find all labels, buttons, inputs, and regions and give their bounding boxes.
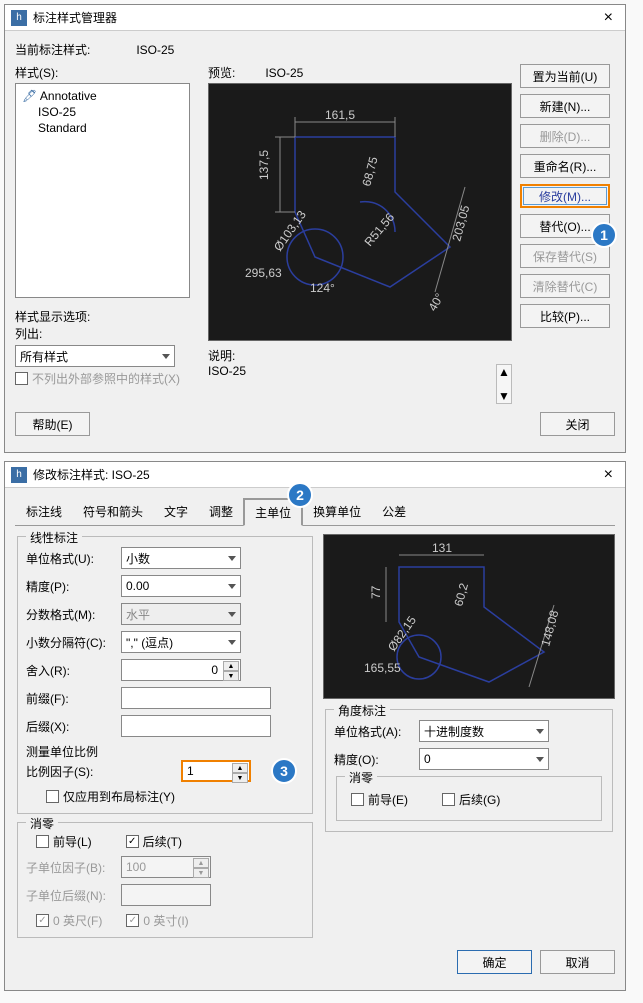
compare-button[interactable]: 比较(P)... bbox=[520, 304, 610, 328]
sub-factor-input[interactable]: 100▲▼ bbox=[121, 856, 211, 878]
list-item[interactable]: ISO-25 bbox=[20, 104, 185, 120]
prefix-label: 前缀(F): bbox=[26, 690, 121, 707]
modify-button[interactable]: 修改(M)... bbox=[520, 184, 610, 208]
svg-text:77: 77 bbox=[369, 585, 383, 599]
xref-checkbox[interactable]: 不列出外部参照中的样式(X) bbox=[15, 370, 196, 387]
scale-factor-input[interactable]: 1▲▼ bbox=[181, 760, 251, 782]
svg-text:148,08: 148,08 bbox=[538, 608, 561, 647]
list-item[interactable]: Standard bbox=[20, 120, 185, 136]
scale-factor-label: 比例因子(S): bbox=[26, 763, 121, 780]
svg-text:161,5: 161,5 bbox=[325, 108, 355, 122]
preview-canvas-2: 131 77 60,2 Ø82,15 148,08 165,55 bbox=[323, 534, 615, 699]
precision-dropdown[interactable]: 0.00 bbox=[121, 575, 241, 597]
styles-label: 样式(S): bbox=[15, 64, 200, 81]
titlebar: h 修改标注样式: ISO-25 × bbox=[5, 462, 625, 488]
callout-3: 3 bbox=[271, 758, 297, 784]
decimal-sep-label: 小数分隔符(C): bbox=[26, 634, 121, 651]
svg-text:295,63: 295,63 bbox=[245, 266, 282, 280]
fraction-dropdown[interactable]: 水平 bbox=[121, 603, 241, 625]
fraction-label: 分数格式(M): bbox=[26, 606, 121, 623]
precision-label: 精度(P): bbox=[26, 578, 121, 595]
linear-group-label: 线性标注 bbox=[26, 529, 82, 546]
angle-format-label: 单位格式(A): bbox=[334, 723, 419, 740]
svg-text:60,2: 60,2 bbox=[451, 581, 471, 607]
svg-text:131: 131 bbox=[432, 541, 452, 555]
angle-format-dropdown[interactable]: 十进制度数 bbox=[419, 720, 549, 742]
sub-factor-label: 子单位因子(B): bbox=[26, 859, 121, 876]
help-button[interactable]: 帮助(E) bbox=[15, 412, 90, 436]
roundoff-input[interactable]: 0▲▼ bbox=[121, 659, 241, 681]
tab-symbols[interactable]: 符号和箭头 bbox=[72, 498, 154, 525]
angle-zero-label: 消零 bbox=[345, 769, 377, 786]
prefix-input[interactable] bbox=[121, 687, 271, 709]
svg-text:137,5: 137,5 bbox=[257, 150, 271, 180]
tab-lines[interactable]: 标注线 bbox=[15, 498, 73, 525]
dialog-title: 标注样式管理器 bbox=[33, 9, 117, 26]
current-style-value: ISO-25 bbox=[136, 43, 174, 57]
leading-checkbox[interactable]: 前导(L) bbox=[36, 833, 92, 850]
suffix-label: 后缀(X): bbox=[26, 718, 121, 735]
close-icon[interactable]: × bbox=[598, 466, 619, 484]
scale-group-label: 测量单位比例 bbox=[26, 743, 304, 760]
close-icon[interactable]: × bbox=[598, 9, 619, 27]
suffix-input[interactable] bbox=[121, 715, 271, 737]
svg-text:124°: 124° bbox=[310, 281, 335, 295]
preview-canvas: 161,5 137,5 68,75 Ø103,13 203,05 R51,56 … bbox=[208, 83, 512, 341]
app-icon: h bbox=[11, 467, 27, 483]
angle-group-label: 角度标注 bbox=[334, 702, 390, 719]
list-filter-dropdown[interactable]: 所有样式 bbox=[15, 345, 175, 367]
angle-precision-dropdown[interactable]: 0 bbox=[419, 748, 549, 770]
rename-button[interactable]: 重命名(R)... bbox=[520, 154, 610, 178]
list-label: 列出: bbox=[15, 325, 200, 342]
scrollbar[interactable]: ▲▼ bbox=[496, 364, 512, 404]
angle-leading-checkbox[interactable]: 前导(E) bbox=[351, 791, 408, 808]
svg-text:68,75: 68,75 bbox=[359, 155, 380, 188]
sub-suffix-input[interactable] bbox=[121, 884, 211, 906]
trailing-checkbox[interactable]: ✓后续(T) bbox=[126, 833, 182, 850]
set-current-button[interactable]: 置为当前(U) bbox=[520, 64, 610, 88]
new-button[interactable]: 新建(N)... bbox=[520, 94, 610, 118]
feet-checkbox[interactable]: ✓0 英尺(F) bbox=[36, 912, 102, 929]
description-value: ISO-25 bbox=[208, 364, 496, 378]
tab-text[interactable]: 文字 bbox=[153, 498, 199, 525]
app-icon: h bbox=[11, 10, 27, 26]
display-options-label: 样式显示选项: bbox=[15, 308, 200, 325]
titlebar: h 标注样式管理器 × bbox=[5, 5, 625, 31]
tablist: 标注线 符号和箭头 文字 调整 主单位 换算单位 公差 bbox=[15, 498, 615, 526]
description-label: 说明: bbox=[208, 347, 512, 364]
dialog-title: 修改标注样式: ISO-25 bbox=[33, 466, 150, 483]
svg-text:165,55: 165,55 bbox=[364, 661, 401, 675]
angle-trailing-checkbox[interactable]: 后续(G) bbox=[442, 791, 500, 808]
tab-alt-units[interactable]: 换算单位 bbox=[302, 498, 372, 525]
zero-suppress-label: 消零 bbox=[26, 815, 58, 832]
delete-button[interactable]: 删除(D)... bbox=[520, 124, 610, 148]
style-list[interactable]: 🖋 Annotative ISO-25 Standard bbox=[15, 83, 190, 298]
svg-text:40°: 40° bbox=[425, 291, 446, 314]
ok-button[interactable]: 确定 bbox=[457, 950, 532, 974]
list-item[interactable]: 🖋 Annotative bbox=[20, 88, 185, 104]
decimal-sep-dropdown[interactable]: "," (逗点) bbox=[121, 631, 241, 653]
inches-checkbox[interactable]: ✓0 英寸(I) bbox=[126, 912, 188, 929]
angle-precision-label: 精度(O): bbox=[334, 751, 419, 768]
layout-only-checkbox[interactable]: 仅应用到布局标注(Y) bbox=[46, 788, 300, 805]
tab-tolerance[interactable]: 公差 bbox=[371, 498, 417, 525]
callout-1: 1 bbox=[591, 222, 617, 248]
current-style-label: 当前标注样式: bbox=[15, 41, 90, 58]
svg-text:203,05: 203,05 bbox=[449, 203, 472, 242]
roundoff-label: 舍入(R): bbox=[26, 662, 121, 679]
close-button[interactable]: 关闭 bbox=[540, 412, 615, 436]
unit-format-label: 单位格式(U): bbox=[26, 550, 121, 567]
save-override-button[interactable]: 保存替代(S) bbox=[520, 244, 610, 268]
preview-label: 预览: bbox=[208, 64, 235, 81]
tab-fit[interactable]: 调整 bbox=[198, 498, 244, 525]
sub-suffix-label: 子单位后缀(N): bbox=[26, 887, 121, 904]
callout-2: 2 bbox=[287, 482, 313, 508]
preview-name: ISO-25 bbox=[265, 66, 303, 80]
svg-text:R51,56: R51,56 bbox=[362, 210, 398, 249]
unit-format-dropdown[interactable]: 小数 bbox=[121, 547, 241, 569]
clear-override-button[interactable]: 清除替代(C) bbox=[520, 274, 610, 298]
cancel-button[interactable]: 取消 bbox=[540, 950, 615, 974]
